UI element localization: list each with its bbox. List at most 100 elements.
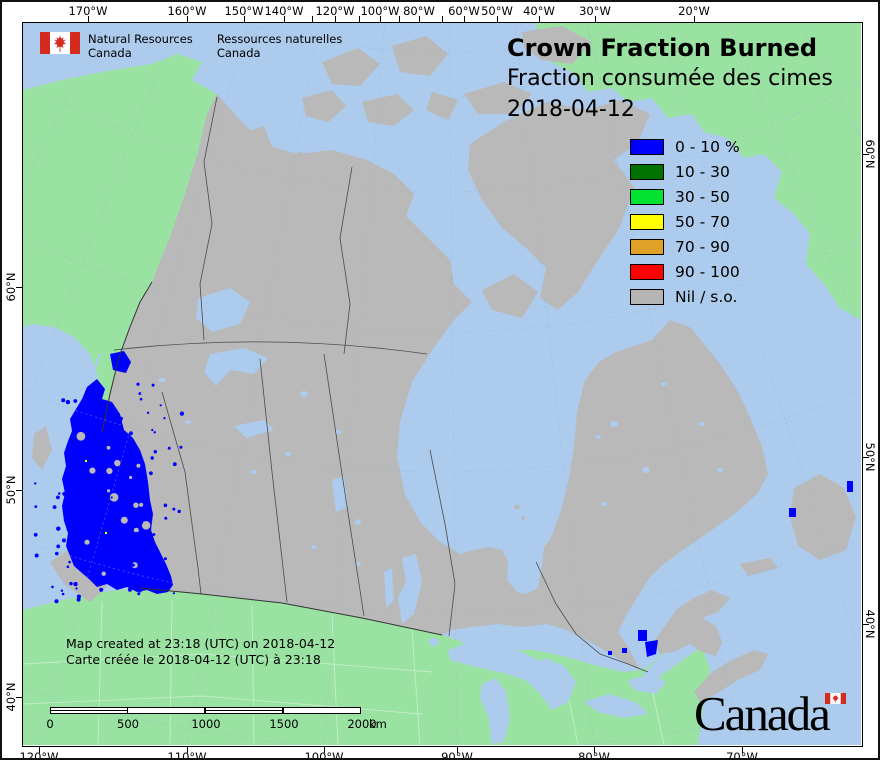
legend-row: Nil / s.o. [630,284,740,309]
legend-label: 90 - 100 [675,262,740,281]
legend-swatch-90-100 [630,263,664,280]
map-title-block: Crown Fraction Burned Fraction consumée … [507,33,833,124]
longitude-label-top: 140°W [264,4,304,18]
longitude-label-bottom: 100°W [304,750,344,760]
burned-patch-ontario-1 [638,630,647,641]
longitude-tick-bottom [741,746,743,753]
longitude-tick-top [463,16,465,23]
legend-row: 10 - 30 [630,159,740,184]
legend-label: 30 - 50 [675,187,730,206]
legend-swatch-0-10 [630,138,664,155]
longitude-label-top: 160°W [167,4,207,18]
scale-label: 1500 [269,717,299,731]
lake-winnipeg [398,554,422,624]
qe-island-2 [392,36,448,76]
latitude-tick-right [862,623,869,625]
baffin-island [468,100,650,310]
longitude-tick-bottom [38,746,40,753]
legend-swatch-10-30 [630,163,664,180]
scale-bar-segment [283,707,361,714]
map-created-en: Map created at 23:18 (UTC) on 2018-04-12 [66,636,336,651]
great-slave-lake [204,348,268,386]
legend-swatch-30-50 [630,188,664,205]
longitude-label-top: 40°W [523,4,555,18]
st-lawrence-gulf [642,576,808,678]
canada-flag-icon [40,32,80,54]
legend-swatch-70-90 [630,238,664,255]
longitude-tick-top [283,16,285,23]
longitude-tick-top [311,16,313,23]
map-created-fr: Carte créée le 2018-04-12 (UTC) à 23:18 [66,652,321,667]
longitude-label-top: 80°W [403,4,435,18]
longitude-tick-top [496,16,498,23]
maritimes [514,474,856,702]
canada-wordmark-flag-icon [825,693,846,704]
longitude-label-bottom: 80°W [578,750,610,760]
maple-leaf-icon [53,35,67,52]
scale-bar-segment [205,707,283,714]
latitude-tick-right [862,153,869,155]
legend-label: 10 - 30 [675,162,730,181]
nova-scotia [694,650,768,702]
longitude-label-top: 20°W [678,4,710,18]
burned-spot-yellow-2 [105,532,107,534]
longitude-tick-bottom [456,746,458,753]
legend-label: 70 - 90 [675,237,730,256]
alaska [23,54,217,444]
burned-patch-newfoundland-1 [789,508,796,517]
latitude-label-left: 40°N [4,682,18,712]
scale-label: 2000 [347,717,377,731]
great-bear-lake [196,288,250,332]
latitude-tick-left [16,489,23,491]
legend-label: 50 - 70 [675,212,730,231]
scale-label: 1000 [191,717,221,731]
latitude-label-right: 40°N [863,609,877,639]
canada-wordmark: Canada [694,688,869,746]
longitude-tick-top [358,16,360,23]
longitude-tick-top [334,16,336,23]
longitude-tick-bottom [323,746,325,753]
legend-row: 90 - 100 [630,259,740,284]
scale-bar-segment [127,707,205,714]
nrcan-signature: Natural Resources Canada Ressources natu… [40,32,342,60]
map-created-note: Map created at 23:18 (UTC) on 2018-04-12… [66,636,335,668]
burned-patch-ontario-2 [645,640,658,657]
southampton-island [482,274,538,318]
graticule [23,23,861,745]
longitude-tick-top [87,16,89,23]
latitude-tick-right [862,456,869,458]
latitude-tick-left [16,286,23,288]
nrcan-name-fr-line1: Ressources naturelles [216,32,343,46]
nrcan-name-en: Natural Resources Canada [88,32,193,60]
longitude-label-top: 170°W [68,4,108,18]
scale-unit: km [369,717,387,731]
latitude-tick-left [16,696,23,698]
legend-swatch-nil [630,288,664,305]
qe-island-1 [322,48,380,86]
qe-island-4 [362,94,414,126]
lake-ontario [628,674,666,694]
longitude-label-top: 120°W [315,4,355,18]
longitude-label-top: 50°W [481,4,513,18]
latitude-label-left: 50°N [4,475,18,505]
legend-row: 0 - 10 % [630,134,740,159]
canada-mainland [102,94,768,670]
legend: 0 - 10 % 10 - 30 30 - 50 50 - 70 70 - 90… [630,134,740,309]
nrcan-name-en-line1: Natural Resources [88,32,193,46]
scale-label: 500 [117,717,139,731]
longitude-tick-top [379,16,381,23]
longitude-tick-top [441,16,443,23]
burned-patch-ontario-4 [608,651,612,655]
international-border [101,281,443,636]
longitude-label-top: 30°W [579,4,611,18]
longitude-tick-top [418,16,420,23]
latitude-label-left: 60°N [4,272,18,302]
legend-label: Nil / s.o. [675,287,738,306]
map-title-en: Crown Fraction Burned [507,34,818,62]
longitude-label-top: 150°W [224,4,264,18]
lakes [158,288,808,744]
longitude-tick-bottom [593,746,595,753]
longitude-tick-top [186,16,188,23]
qe-island-5 [426,92,458,120]
longitude-tick-top [693,16,695,23]
